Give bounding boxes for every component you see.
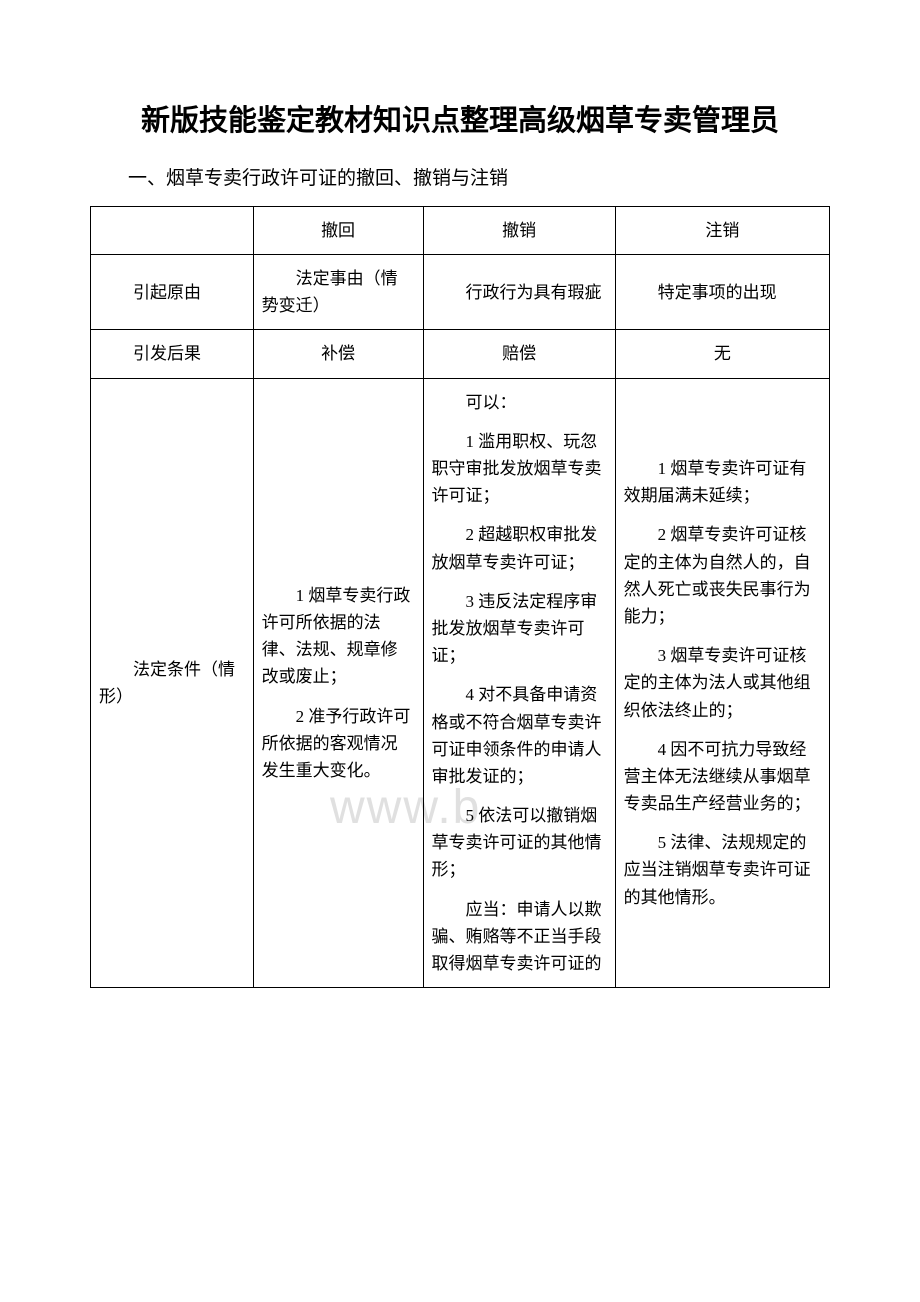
cancel-item-5: 5 法律、法规规定的应当注销烟草专卖许可证的其他情形。 <box>624 829 821 911</box>
table-header-row: 撤回 撤销 注销 <box>91 206 830 254</box>
conditions-withdraw: 1 烟草专卖行政许可所依据的法律、法规、规章修改或废止； 2 准予行政许可所依据… <box>253 378 423 988</box>
result-cancel: 无 <box>615 330 829 378</box>
revoke-item-5: 5 依法可以撤销烟草专卖许可证的其他情形； <box>432 802 607 884</box>
revoke-may: 可以： <box>432 389 607 416</box>
withdraw-item-2: 2 准予行政许可所依据的客观情况发生重大变化。 <box>262 703 415 785</box>
table-row-cause: 引起原由 法定事由（情势变迁） 行政行为具有瑕疵 特定事项的出现 <box>91 255 830 330</box>
cancel-item-1: 1 烟草专卖许可证有效期届满未延续； <box>624 455 821 509</box>
result-revoke: 赔偿 <box>423 330 615 378</box>
page-container: www.b 新版技能鉴定教材知识点整理高级烟草专卖管理员 一、烟草专卖行政许可证… <box>90 100 830 988</box>
cause-label: 引起原由 <box>91 255 254 330</box>
cause-withdraw: 法定事由（情势变迁） <box>253 255 423 330</box>
revoke-must: 应当：申请人以欺骗、贿赂等不正当手段取得烟草专卖许可证的 <box>432 896 607 978</box>
header-revoke: 撤销 <box>423 206 615 254</box>
header-empty <box>91 206 254 254</box>
comparison-table: 撤回 撤销 注销 引起原由 法定事由（情势变迁） 行政行为具有瑕疵 特定事项的出… <box>90 206 830 988</box>
conditions-revoke: 可以： 1 滥用职权、玩忽职守审批发放烟草专卖许可证； 2 超越职权审批发放烟草… <box>423 378 615 988</box>
revoke-item-1: 1 滥用职权、玩忽职守审批发放烟草专卖许可证； <box>432 428 607 510</box>
document-title: 新版技能鉴定教材知识点整理高级烟草专卖管理员 <box>90 100 830 144</box>
result-withdraw: 补偿 <box>253 330 423 378</box>
header-withdraw: 撤回 <box>253 206 423 254</box>
table-row-result: 引发后果 补偿 赔偿 无 <box>91 330 830 378</box>
header-cancel: 注销 <box>615 206 829 254</box>
result-label: 引发后果 <box>91 330 254 378</box>
revoke-item-4: 4 对不具备申请资格或不符合烟草专卖许可证申领条件的申请人审批发证的； <box>432 681 607 790</box>
conditions-label: 法定条件（情形） <box>91 378 254 988</box>
withdraw-item-1: 1 烟草专卖行政许可所依据的法律、法规、规章修改或废止； <box>262 582 415 691</box>
cause-cancel: 特定事项的出现 <box>615 255 829 330</box>
cause-revoke: 行政行为具有瑕疵 <box>423 255 615 330</box>
cancel-item-4: 4 因不可抗力导致经营主体无法继续从事烟草专卖品生产经营业务的； <box>624 736 821 818</box>
revoke-item-3: 3 违反法定程序审批发放烟草专卖许可证； <box>432 588 607 670</box>
cancel-item-3: 3 烟草专卖许可证核定的主体为法人或其他组织依法终止的； <box>624 642 821 724</box>
cancel-item-2: 2 烟草专卖许可证核定的主体为自然人的，自然人死亡或丧失民事行为能力； <box>624 521 821 630</box>
conditions-cancel: 1 烟草专卖许可证有效期届满未延续； 2 烟草专卖许可证核定的主体为自然人的，自… <box>615 378 829 988</box>
revoke-item-2: 2 超越职权审批发放烟草专卖许可证； <box>432 521 607 575</box>
table-row-conditions: 法定条件（情形） 1 烟草专卖行政许可所依据的法律、法规、规章修改或废止； 2 … <box>91 378 830 988</box>
section-heading: 一、烟草专卖行政许可证的撤回、撤销与注销 <box>90 164 830 194</box>
